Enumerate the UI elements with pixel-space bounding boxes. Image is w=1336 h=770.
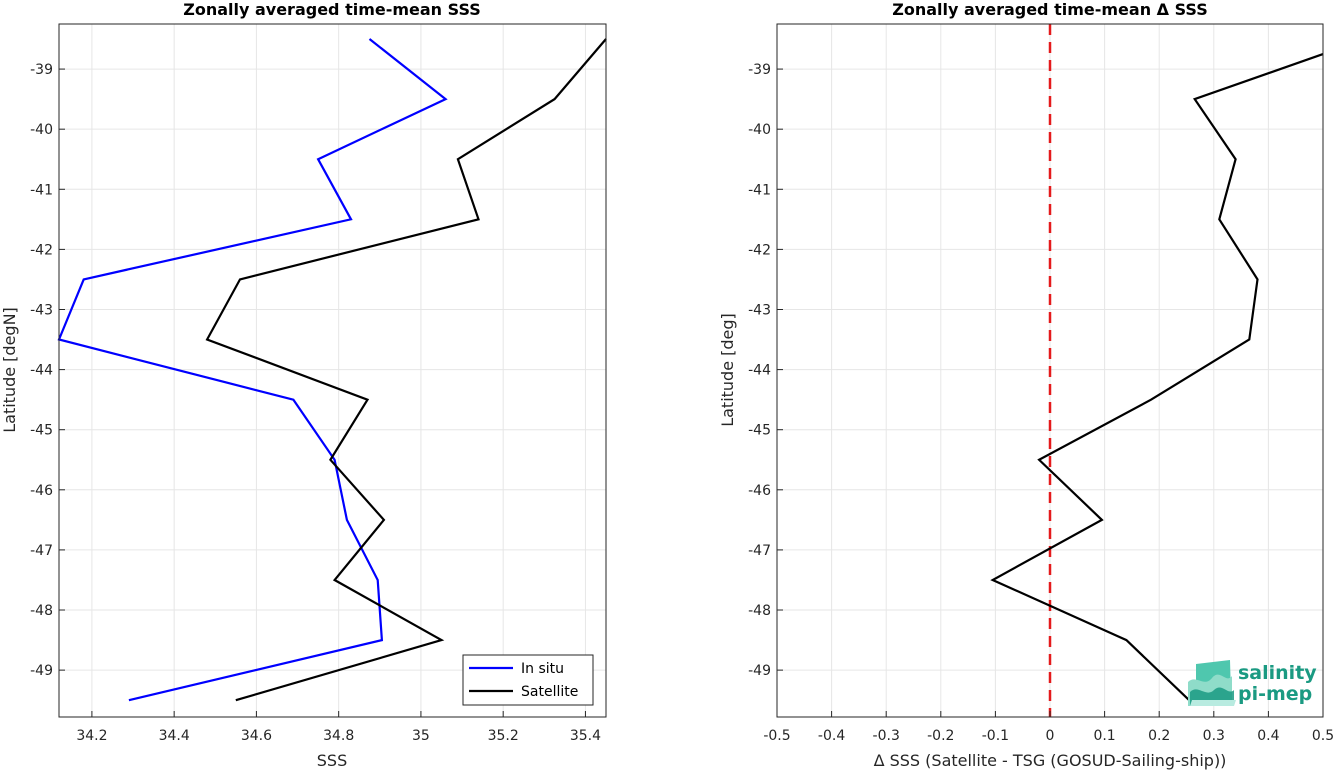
delta-sss-x-tick-label: -0.5 bbox=[763, 728, 790, 744]
sss-y-tick-label: -49 bbox=[30, 663, 53, 679]
sss-y-axis-label: Latitude [degN] bbox=[0, 307, 19, 433]
sss-grid bbox=[59, 24, 606, 717]
delta-sss-y-tick-label: -45 bbox=[748, 423, 771, 439]
sss-plot-area bbox=[59, 24, 606, 717]
delta-sss-x-tick-label: 0.4 bbox=[1257, 728, 1279, 744]
delta-sss-x-tick-label: 0.5 bbox=[1312, 728, 1334, 744]
delta-sss-delta-series-line bbox=[990, 53, 1324, 701]
sss-x-tick-label: 34.2 bbox=[76, 728, 107, 744]
sss-x-tick-label: 35.2 bbox=[488, 728, 519, 744]
legend-satellite-label: Satellite bbox=[521, 684, 578, 700]
sss-chart-title: Zonally averaged time-mean SSS bbox=[183, 0, 481, 19]
delta-sss-x-tick-label: 0 bbox=[1046, 728, 1055, 744]
sss-series-layer bbox=[57, 38, 607, 702]
sss-y-tick-label: -45 bbox=[30, 423, 53, 439]
sss-ticks: 34.2 34.4 34.6 34.8 35 35.2 35.4 -39 -40 -41 -42 -4… bbox=[30, 62, 601, 744]
sss-panel: 34.2 34.4 34.6 34.8 35 35.2 35.4 -39 -40 -41 -42 -4… bbox=[0, 0, 607, 770]
delta-sss-y-tick-label: -48 bbox=[748, 603, 771, 619]
delta-sss-x-tick-label: -0.3 bbox=[873, 728, 900, 744]
sss-y-tick-label: -44 bbox=[30, 363, 53, 379]
sss-x-tick-label: 35.4 bbox=[570, 728, 601, 744]
sss-satellite-series-line bbox=[205, 38, 607, 702]
delta-sss-y-tick-label: -40 bbox=[748, 122, 771, 138]
delta-sss-y-tick-label: -42 bbox=[748, 242, 771, 258]
delta-sss-x-tick-label: 0.2 bbox=[1148, 728, 1170, 744]
sss-x-tick-label: 34.6 bbox=[241, 728, 272, 744]
sss-axes-box bbox=[58, 23, 607, 718]
sss-y-tick-label: -40 bbox=[30, 122, 53, 138]
sss-x-axis-label: SSS bbox=[317, 751, 347, 770]
legend-in-situ-label: In situ bbox=[521, 661, 564, 677]
sss-y-tick-label: -48 bbox=[30, 603, 53, 619]
delta-sss-y-tick-label: -47 bbox=[748, 543, 771, 559]
delta-sss-x-tick-label: 0.3 bbox=[1203, 728, 1225, 744]
sss-x-tick-label: 34.4 bbox=[159, 728, 190, 744]
logo-line1: salinity bbox=[1238, 662, 1317, 684]
delta-sss-ticks: -0.5 -0.4 -0.3 -0.2 -0.1 0 0.1 0.2 0.3 0.4 0.5 -39 -… bbox=[748, 62, 1334, 744]
delta-sss-x-tick-label: 0.1 bbox=[1093, 728, 1115, 744]
salinity-pi-mep-logo: salinity pi-mep bbox=[1188, 660, 1317, 706]
legend: In situ Satellite bbox=[462, 654, 594, 706]
sss-x-tick-label: 34.8 bbox=[323, 728, 354, 744]
sss-y-tick-label: -43 bbox=[30, 302, 53, 318]
sss-y-tick-label: -41 bbox=[30, 182, 53, 198]
delta-sss-y-tick-label: -46 bbox=[748, 483, 771, 499]
sss-y-tick-label: -39 bbox=[30, 62, 53, 78]
delta-sss-y-tick-label: -41 bbox=[748, 182, 771, 198]
delta-sss-x-tick-label: -0.1 bbox=[982, 728, 1009, 744]
delta-sss-y-tick-label: -44 bbox=[748, 363, 771, 379]
delta-sss-y-tick-label: -43 bbox=[748, 302, 771, 318]
delta-sss-y-tick-label: -49 bbox=[748, 663, 771, 679]
sss-y-tick-label: -46 bbox=[30, 483, 53, 499]
sss-y-tick-label: -42 bbox=[30, 242, 53, 258]
sss-x-tick-label: 35 bbox=[412, 728, 430, 744]
logo-line2: pi-mep bbox=[1238, 683, 1312, 705]
delta-sss-chart-title: Zonally averaged time-mean Δ SSS bbox=[892, 0, 1208, 19]
delta-sss-x-tick-label: -0.2 bbox=[927, 728, 954, 744]
logo-wave-graphic bbox=[1188, 660, 1236, 706]
delta-sss-x-tick-label: -0.4 bbox=[818, 728, 845, 744]
delta-sss-y-axis-label: Latitude [deg] bbox=[718, 313, 737, 427]
delta-sss-x-axis-label: Δ SSS (Satellite - TSG (GOSUD-Sailing-sh… bbox=[874, 751, 1227, 770]
sss-in-situ-series-line bbox=[57, 38, 448, 702]
legend-box bbox=[462, 654, 594, 706]
delta-sss-series-layer bbox=[990, 24, 1324, 717]
sss-y-tick-label: -47 bbox=[30, 543, 53, 559]
delta-sss-panel: -0.5 -0.4 -0.3 -0.2 -0.1 0 0.1 0.2 0.3 0.4 0.5 -39 -… bbox=[718, 0, 1334, 770]
delta-sss-y-tick-label: -39 bbox=[748, 62, 771, 78]
